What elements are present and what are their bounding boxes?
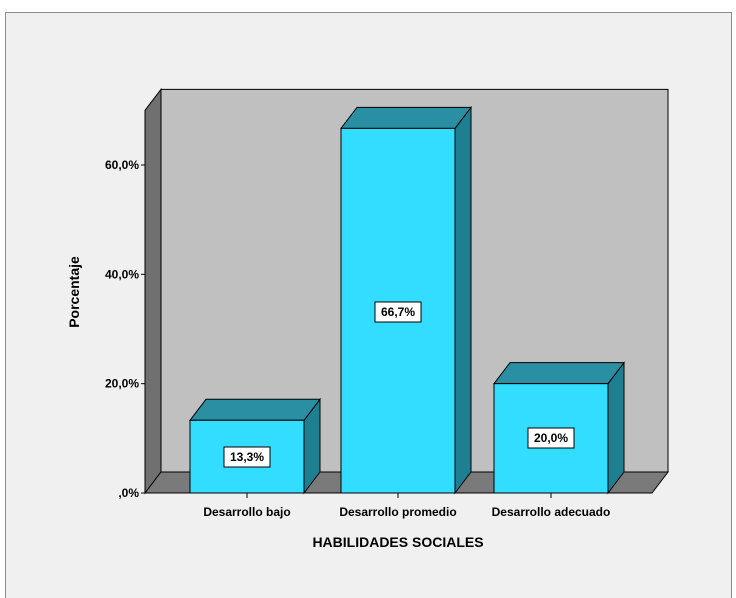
x-tick-label: Desarrollo bajo [203,505,290,519]
data-label-box [527,427,575,449]
bar-side [454,105,472,495]
y-tick-label: 20,0% [105,377,139,391]
x-tick-label: Desarrollo adecuado [492,505,611,519]
y-tick-label: 40,0% [105,267,139,281]
y-tick-label: ,0% [118,486,139,500]
chart-side-wall [144,87,162,495]
x-axis: Desarrollo bajo Desarrollo promedio Desarr… [203,505,610,519]
y-tick-label: 60,0% [105,158,139,172]
data-label: 66,7% [381,305,415,319]
bar-top [188,398,322,421]
bar-top [339,106,473,129]
data-label-box [374,301,422,323]
bar-side [607,361,625,495]
data-label: 20,0% [534,431,568,445]
bar-2: 66,7% [339,105,473,495]
y-axis: ,0% 20,0% 40,0% 60,0% [105,158,145,500]
bars-group: 13,3% 66,7% 20,0% [188,105,626,498]
y-axis-title: Porcentaje [66,256,82,328]
bar-top [492,362,626,385]
data-label-box [223,446,271,468]
bar-1: 13,3% [188,397,322,495]
x-axis-title: HABILIDADES SOCIALES [312,534,483,550]
bar-3: 20,0% [492,361,626,495]
data-label: 13,3% [230,450,264,464]
x-tick-label: Desarrollo promedio [339,505,456,519]
